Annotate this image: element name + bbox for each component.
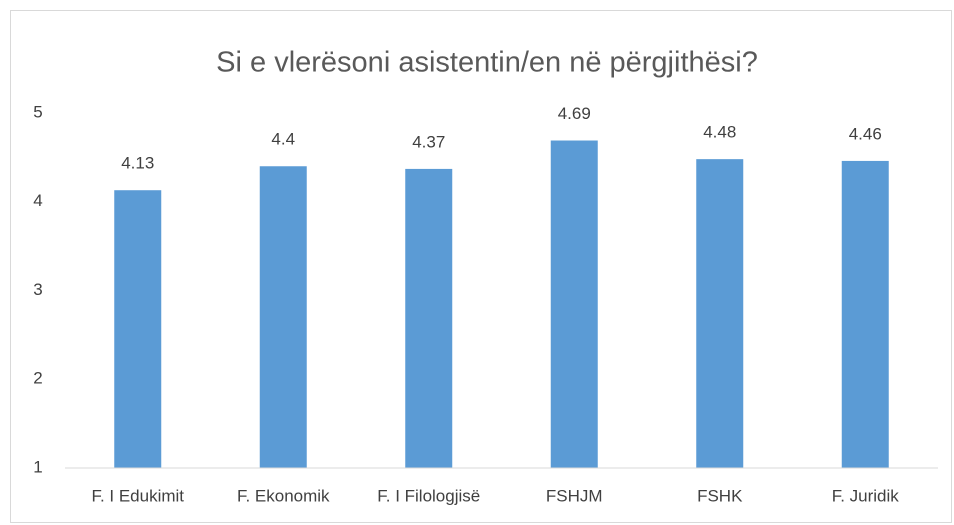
y-tick-label: 4 — [33, 191, 42, 210]
bar — [405, 168, 453, 468]
y-tick-label: 1 — [33, 457, 42, 476]
x-tick-label: F. I Edukimit — [91, 486, 184, 505]
data-label: 4.4 — [271, 130, 295, 149]
y-tick-label: 2 — [33, 369, 42, 388]
x-tick-label: F. Juridik — [832, 486, 900, 505]
data-label: 4.13 — [121, 154, 154, 173]
bar — [841, 160, 889, 469]
x-tick-label: F. Ekonomik — [237, 486, 330, 505]
chart-border — [10, 10, 952, 523]
bar — [550, 140, 598, 468]
bar — [696, 159, 744, 468]
data-label: 4.48 — [703, 123, 736, 142]
y-tick-label: 3 — [33, 280, 42, 299]
x-tick-label: FSHK — [697, 486, 743, 505]
data-label: 4.69 — [558, 104, 591, 123]
data-label: 4.46 — [849, 124, 882, 143]
bar — [259, 166, 307, 468]
x-tick-label: FSHJM — [546, 486, 603, 505]
x-tick-label: F. I Filologjisë — [377, 486, 480, 505]
bar — [114, 190, 162, 468]
chart-title: Si e vlerësoni asistentin/en në përgjith… — [216, 47, 758, 79]
y-tick-label: 5 — [33, 102, 42, 121]
data-label: 4.37 — [412, 132, 445, 151]
